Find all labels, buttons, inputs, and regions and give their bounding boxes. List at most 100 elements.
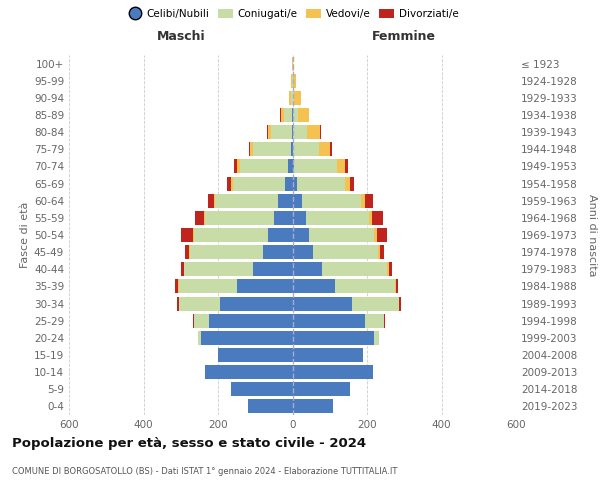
- Bar: [293, 365, 373, 379]
- Bar: [293, 74, 296, 88]
- Bar: [335, 280, 395, 293]
- Bar: [214, 194, 215, 207]
- Bar: [308, 108, 309, 122]
- Bar: [218, 348, 293, 362]
- Bar: [293, 142, 319, 156]
- Bar: [293, 176, 297, 190]
- Bar: [384, 314, 385, 328]
- Bar: [194, 228, 268, 242]
- Bar: [365, 194, 373, 207]
- Bar: [263, 245, 293, 259]
- Bar: [365, 314, 384, 328]
- Bar: [231, 382, 293, 396]
- Bar: [181, 262, 184, 276]
- Bar: [346, 176, 350, 190]
- Bar: [293, 314, 365, 328]
- Bar: [293, 348, 363, 362]
- Bar: [387, 262, 389, 276]
- Bar: [248, 142, 250, 156]
- Bar: [331, 142, 332, 156]
- Bar: [278, 194, 293, 207]
- Bar: [271, 125, 292, 139]
- Bar: [380, 245, 384, 259]
- Bar: [309, 228, 374, 242]
- Bar: [250, 142, 253, 156]
- Bar: [185, 245, 190, 259]
- Legend: Celibi/Nubili, Coniugati/e, Vedovi/e, Divorziati/e: Celibi/Nubili, Coniugati/e, Vedovi/e, Di…: [122, 4, 463, 23]
- Bar: [293, 262, 322, 276]
- Bar: [248, 400, 293, 413]
- Y-axis label: Fasce di età: Fasce di età: [20, 202, 30, 268]
- Bar: [369, 211, 372, 225]
- Text: Femmine: Femmine: [372, 30, 436, 43]
- Bar: [344, 160, 347, 173]
- Bar: [289, 91, 290, 105]
- Bar: [395, 280, 398, 293]
- Bar: [322, 262, 387, 276]
- Bar: [177, 296, 179, 310]
- Bar: [293, 160, 295, 173]
- Text: COMUNE DI BORGOSATOLLO (BS) - Dati ISTAT 1° gennaio 2024 - Elaborazione TUTTITAL: COMUNE DI BORGOSATOLLO (BS) - Dati ISTAT…: [12, 468, 397, 476]
- Bar: [293, 296, 352, 310]
- Bar: [239, 160, 288, 173]
- Bar: [253, 262, 293, 276]
- Bar: [220, 296, 293, 310]
- Bar: [181, 228, 193, 242]
- Bar: [179, 296, 220, 310]
- Bar: [293, 280, 335, 293]
- Bar: [372, 211, 383, 225]
- Bar: [295, 91, 301, 105]
- Bar: [337, 160, 344, 173]
- Bar: [194, 211, 204, 225]
- Bar: [194, 314, 209, 328]
- Bar: [374, 331, 379, 345]
- Bar: [293, 108, 298, 122]
- Bar: [284, 108, 292, 122]
- Bar: [268, 125, 271, 139]
- Bar: [175, 280, 178, 293]
- Bar: [293, 331, 374, 345]
- Bar: [293, 194, 302, 207]
- Bar: [293, 211, 305, 225]
- Bar: [209, 314, 293, 328]
- Bar: [288, 160, 293, 173]
- Bar: [302, 194, 361, 207]
- Bar: [298, 108, 308, 122]
- Bar: [208, 194, 214, 207]
- Bar: [184, 262, 253, 276]
- Bar: [233, 160, 236, 173]
- Bar: [307, 125, 320, 139]
- Bar: [350, 176, 353, 190]
- Text: Popolazione per età, sesso e stato civile - 2024: Popolazione per età, sesso e stato civil…: [12, 438, 366, 450]
- Bar: [374, 228, 377, 242]
- Bar: [352, 296, 398, 310]
- Bar: [378, 245, 380, 259]
- Bar: [293, 91, 295, 105]
- Bar: [285, 176, 293, 190]
- Bar: [292, 125, 293, 139]
- Y-axis label: Anni di nascita: Anni di nascita: [587, 194, 597, 276]
- Bar: [290, 91, 293, 105]
- Bar: [267, 125, 268, 139]
- Bar: [290, 142, 293, 156]
- Bar: [274, 211, 293, 225]
- Bar: [293, 382, 350, 396]
- Bar: [236, 280, 293, 293]
- Bar: [231, 176, 233, 190]
- Bar: [268, 228, 293, 242]
- Bar: [204, 211, 205, 225]
- Bar: [179, 280, 236, 293]
- Bar: [295, 160, 337, 173]
- Bar: [293, 400, 334, 413]
- Text: Maschi: Maschi: [157, 30, 205, 43]
- Bar: [190, 245, 263, 259]
- Bar: [280, 108, 281, 122]
- Bar: [398, 296, 400, 310]
- Bar: [320, 125, 321, 139]
- Bar: [293, 228, 309, 242]
- Bar: [205, 211, 274, 225]
- Bar: [389, 262, 392, 276]
- Bar: [253, 142, 290, 156]
- Bar: [227, 176, 231, 190]
- Bar: [305, 211, 369, 225]
